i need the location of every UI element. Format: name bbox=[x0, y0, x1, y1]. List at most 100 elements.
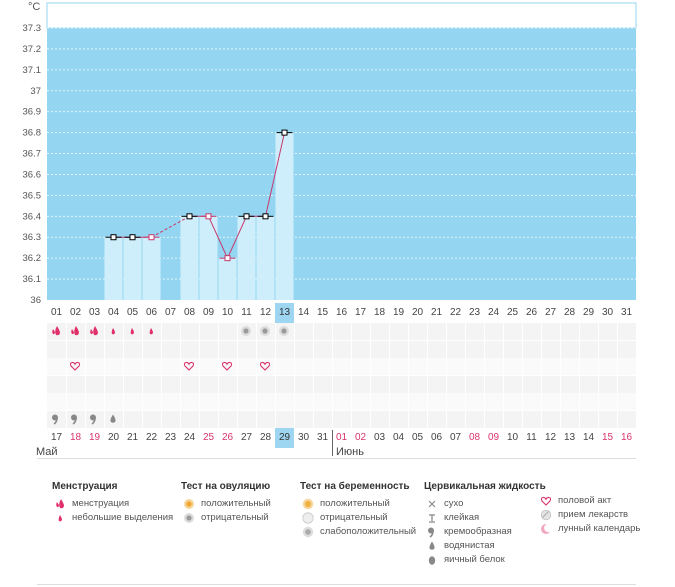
date-cell[interactable]: 12 bbox=[544, 432, 557, 443]
date-cell[interactable]: 16 bbox=[620, 432, 633, 443]
date-cell[interactable]: 20 bbox=[107, 432, 120, 443]
cell-divider bbox=[123, 410, 124, 428]
creamy-icon[interactable] bbox=[50, 413, 60, 425]
cell-divider bbox=[180, 358, 181, 375]
legend-item: прием лекарств bbox=[538, 508, 640, 522]
heart-icon[interactable] bbox=[259, 360, 271, 372]
legend-item: положительный bbox=[300, 497, 416, 511]
cell-divider bbox=[541, 393, 542, 410]
date-cell[interactable]: 05 bbox=[411, 432, 424, 443]
cell-divider bbox=[218, 375, 219, 393]
cycle-day-cell[interactable]: 09 bbox=[202, 307, 215, 318]
heart-icon[interactable] bbox=[183, 360, 195, 372]
cycle-day-cell[interactable]: 02 bbox=[69, 307, 82, 318]
menstruation-icon[interactable] bbox=[69, 325, 79, 337]
date-cell[interactable]: 07 bbox=[449, 432, 462, 443]
creamy-icon[interactable] bbox=[69, 413, 79, 425]
date-cell[interactable]: 23 bbox=[164, 432, 177, 443]
cell-divider bbox=[351, 410, 352, 428]
date-cell[interactable]: 14 bbox=[582, 432, 595, 443]
date-cell[interactable]: 04 bbox=[392, 432, 405, 443]
cycle-day-cell[interactable]: 20 bbox=[411, 307, 424, 318]
cycle-day-cell[interactable]: 12 bbox=[259, 307, 272, 318]
cycle-day-cell[interactable]: 23 bbox=[468, 307, 481, 318]
cell-divider bbox=[541, 340, 542, 358]
date-cell[interactable]: 01 bbox=[335, 432, 348, 443]
cycle-day-cell[interactable]: 15 bbox=[316, 307, 329, 318]
cycle-day-cell[interactable]: 17 bbox=[354, 307, 367, 318]
cycle-day-cell[interactable]: 05 bbox=[126, 307, 139, 318]
date-cell[interactable]: 28 bbox=[259, 432, 272, 443]
cell-divider bbox=[313, 358, 314, 375]
cycle-day-cell[interactable]: 06 bbox=[145, 307, 158, 318]
cycle-day-cell[interactable]: 13 bbox=[275, 303, 294, 323]
date-cell[interactable]: 08 bbox=[468, 432, 481, 443]
date-cell[interactable]: 03 bbox=[373, 432, 386, 443]
cycle-day-cell[interactable]: 14 bbox=[297, 307, 310, 318]
date-cell[interactable]: 25 bbox=[202, 432, 215, 443]
date-cell[interactable]: 06 bbox=[430, 432, 443, 443]
heart-icon[interactable] bbox=[221, 360, 233, 372]
cell-divider bbox=[142, 375, 143, 393]
date-cell[interactable]: 31 bbox=[316, 432, 329, 443]
date-cell[interactable]: 21 bbox=[126, 432, 139, 443]
cycle-day-cell[interactable]: 07 bbox=[164, 307, 177, 318]
cycle-day-cell[interactable]: 08 bbox=[183, 307, 196, 318]
cycle-day-cell[interactable]: 11 bbox=[241, 307, 252, 318]
temperature-bar bbox=[123, 237, 142, 300]
cell-divider bbox=[579, 340, 580, 358]
ovulation-negative-icon[interactable] bbox=[259, 325, 270, 337]
ovulation-negative-icon[interactable] bbox=[240, 325, 251, 337]
date-cell[interactable]: 27 bbox=[240, 432, 253, 443]
cycle-day-cell[interactable]: 27 bbox=[544, 307, 557, 318]
cycle-day-cell[interactable]: 29 bbox=[582, 307, 595, 318]
cycle-day-cell[interactable]: 19 bbox=[392, 307, 405, 318]
cycle-day-cell[interactable]: 28 bbox=[563, 307, 576, 318]
cell-divider bbox=[313, 375, 314, 393]
cycle-day-cell[interactable]: 31 bbox=[620, 307, 633, 318]
date-cell[interactable]: 17 bbox=[50, 432, 63, 443]
cell-divider bbox=[275, 340, 276, 358]
menstruation-icon[interactable] bbox=[50, 325, 60, 337]
cycle-day-cell[interactable]: 30 bbox=[601, 307, 614, 318]
cell-divider bbox=[541, 410, 542, 428]
date-cell[interactable]: 11 bbox=[526, 432, 537, 443]
cycle-day-cell[interactable]: 25 bbox=[506, 307, 519, 318]
heart-icon[interactable] bbox=[69, 360, 81, 372]
cycle-day-cell[interactable]: 16 bbox=[335, 307, 348, 318]
cycle-day-cell[interactable]: 01 bbox=[50, 307, 63, 318]
date-cell[interactable]: 19 bbox=[88, 432, 101, 443]
light-bleeding-icon[interactable] bbox=[145, 325, 155, 337]
cell-divider bbox=[85, 410, 86, 428]
date-cell[interactable]: 18 bbox=[69, 432, 82, 443]
date-cell[interactable]: 29 bbox=[275, 428, 294, 448]
date-cell[interactable]: 30 bbox=[297, 432, 310, 443]
cycle-day-cell[interactable]: 03 bbox=[88, 307, 101, 318]
date-cell[interactable]: 15 bbox=[601, 432, 614, 443]
cycle-day-cell[interactable]: 22 bbox=[449, 307, 462, 318]
cycle-day-cell[interactable]: 26 bbox=[525, 307, 538, 318]
ovulation-negative-icon[interactable] bbox=[278, 325, 289, 337]
cycle-day-cell[interactable]: 24 bbox=[487, 307, 500, 318]
cycle-day-cell[interactable]: 10 bbox=[221, 307, 234, 318]
date-cell[interactable]: 13 bbox=[563, 432, 576, 443]
menstruation-icon[interactable] bbox=[88, 325, 98, 337]
cell-divider bbox=[85, 375, 86, 393]
cycle-day-cell[interactable]: 18 bbox=[373, 307, 386, 318]
date-cell[interactable]: 26 bbox=[221, 432, 234, 443]
date-cell[interactable]: 24 bbox=[183, 432, 196, 443]
date-cell[interactable]: 22 bbox=[145, 432, 158, 443]
cell-divider bbox=[104, 393, 105, 410]
cycle-day-cell[interactable]: 21 bbox=[430, 307, 443, 318]
date-cell[interactable]: 10 bbox=[506, 432, 519, 443]
watery-icon[interactable] bbox=[107, 413, 117, 425]
date-cell[interactable]: 09 bbox=[487, 432, 500, 443]
light-bleeding-icon[interactable] bbox=[107, 325, 117, 337]
light-bleeding-icon[interactable] bbox=[126, 325, 136, 337]
cycle-day-cell[interactable]: 04 bbox=[107, 307, 120, 318]
cell-divider bbox=[408, 340, 409, 358]
creamy-icon[interactable] bbox=[88, 413, 98, 425]
legend-item: слабоположительный bbox=[300, 525, 416, 539]
date-cell[interactable]: 02 bbox=[354, 432, 367, 443]
cell-divider bbox=[484, 410, 485, 428]
